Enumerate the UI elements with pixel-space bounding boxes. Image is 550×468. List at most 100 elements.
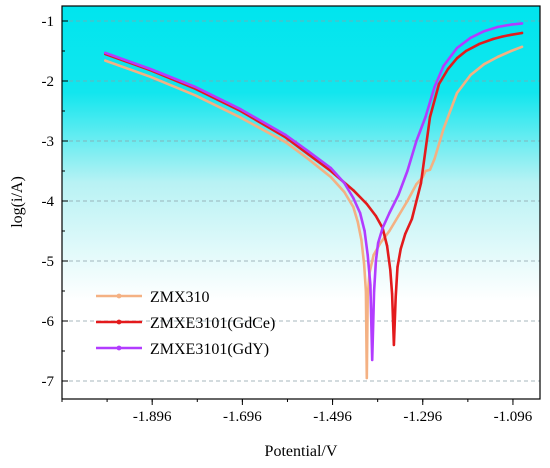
series-point-2 xyxy=(374,214,378,218)
series-point-1 xyxy=(362,262,366,266)
series-point-3 xyxy=(415,139,418,143)
series-point-2 xyxy=(419,181,423,185)
y-tick-label: -4 xyxy=(42,194,55,210)
series-point-3 xyxy=(388,211,391,215)
series-point-1 xyxy=(379,241,382,245)
series-point-2 xyxy=(392,343,396,347)
legend: ZMX310 ZMXE3101(GdCe) ZMXE3101(GdY) xyxy=(96,289,275,358)
series-point-2 xyxy=(404,232,407,236)
series-point-3 xyxy=(239,108,242,111)
y-tick-label: -3 xyxy=(42,134,55,150)
series-point-1 xyxy=(424,169,427,173)
series-point-1 xyxy=(352,205,355,209)
series-point-1 xyxy=(415,183,418,186)
series-point-1 xyxy=(433,157,436,161)
series-point-3 xyxy=(496,25,499,29)
series-point-1 xyxy=(356,220,359,224)
series-point-2 xyxy=(365,202,368,206)
series-point-2 xyxy=(520,31,524,35)
legend-marker-2 xyxy=(116,319,122,325)
series-point-3 xyxy=(442,64,445,68)
series-point-3 xyxy=(406,169,409,173)
axis-ticks xyxy=(61,20,514,405)
series-point-3 xyxy=(343,181,346,185)
series-point-2 xyxy=(390,292,394,296)
series-point-3 xyxy=(374,259,378,263)
series-point-1 xyxy=(520,45,524,48)
y-tick-label: -7 xyxy=(42,374,55,390)
series-point-3 xyxy=(329,166,332,170)
series-point-3 xyxy=(381,226,384,230)
series-point-2 xyxy=(455,57,459,60)
series-point-3 xyxy=(352,196,355,200)
series-point-1 xyxy=(307,157,310,161)
series-point-3 xyxy=(363,229,366,233)
series-point-3 xyxy=(376,241,380,245)
series-point-2 xyxy=(478,42,481,45)
series-point-3 xyxy=(372,289,376,293)
series-point-3 xyxy=(104,51,107,54)
series-point-1 xyxy=(360,238,363,242)
series-point-3 xyxy=(307,150,310,153)
legend-marker-1 xyxy=(116,293,122,299)
series-point-3 xyxy=(509,23,513,26)
series-point-1 xyxy=(406,199,409,203)
series-point-1 xyxy=(455,91,459,95)
series-point-1 xyxy=(284,141,287,144)
series-point-2 xyxy=(509,33,513,36)
series-point-3 xyxy=(366,253,369,257)
series-point-1 xyxy=(428,168,432,171)
y-tick-label: -2 xyxy=(42,74,55,90)
series-point-2 xyxy=(491,37,495,41)
series-point-2 xyxy=(352,189,355,192)
series-point-1 xyxy=(496,55,499,59)
series-layer xyxy=(104,22,524,380)
series-point-1 xyxy=(372,253,375,257)
series-point-1 xyxy=(509,49,513,53)
series-point-3 xyxy=(455,46,459,50)
legend-marker-3 xyxy=(116,345,122,351)
x-tick-label: -1.096 xyxy=(494,409,533,425)
series-point-3 xyxy=(424,115,427,119)
x-tick-label: -1.496 xyxy=(313,409,352,425)
x-axis-title: Potential/V xyxy=(265,443,338,460)
x-tick-label: -1.696 xyxy=(223,409,262,425)
series-point-2 xyxy=(307,153,310,156)
legend-label-3: ZMXE3101(GdY) xyxy=(150,341,269,358)
series-point-1 xyxy=(104,59,107,62)
legend-label-2: ZMXE3101(GdCe) xyxy=(150,315,275,332)
series-point-1 xyxy=(482,62,486,66)
series-point-3 xyxy=(469,36,472,39)
series-point-2 xyxy=(437,82,441,86)
series-point-3 xyxy=(369,283,372,287)
y-tick-label: -5 xyxy=(42,254,55,270)
series-point-3 xyxy=(358,211,362,215)
series-point-2 xyxy=(446,67,450,71)
x-tick-label: -1.296 xyxy=(403,409,442,425)
series-point-1 xyxy=(239,116,242,119)
series-point-3 xyxy=(371,358,374,362)
y-tick-label: -6 xyxy=(42,314,55,330)
x-tick-label: -1.896 xyxy=(133,409,172,425)
series-point-1 xyxy=(364,289,368,293)
series-point-1 xyxy=(365,376,368,380)
series-point-2 xyxy=(464,49,468,53)
series-point-1 xyxy=(469,73,472,77)
series-point-1 xyxy=(194,94,197,97)
series-point-3 xyxy=(284,133,287,137)
y-axis-title: log(i/A) xyxy=(9,176,26,228)
series-point-3 xyxy=(397,193,400,197)
series-point-2 xyxy=(389,268,392,272)
series-point-2 xyxy=(428,115,432,119)
series-point-3 xyxy=(482,30,486,33)
series-point-1 xyxy=(343,190,346,194)
series-point-2 xyxy=(385,244,389,248)
legend-label-1: ZMX310 xyxy=(150,289,210,306)
series-point-1 xyxy=(388,229,391,233)
series-point-3 xyxy=(149,67,152,71)
plot-frame xyxy=(61,5,541,400)
series-point-2 xyxy=(410,217,414,221)
plot-background xyxy=(62,6,540,399)
series-point-2 xyxy=(394,295,397,299)
series-point-3 xyxy=(194,85,197,89)
